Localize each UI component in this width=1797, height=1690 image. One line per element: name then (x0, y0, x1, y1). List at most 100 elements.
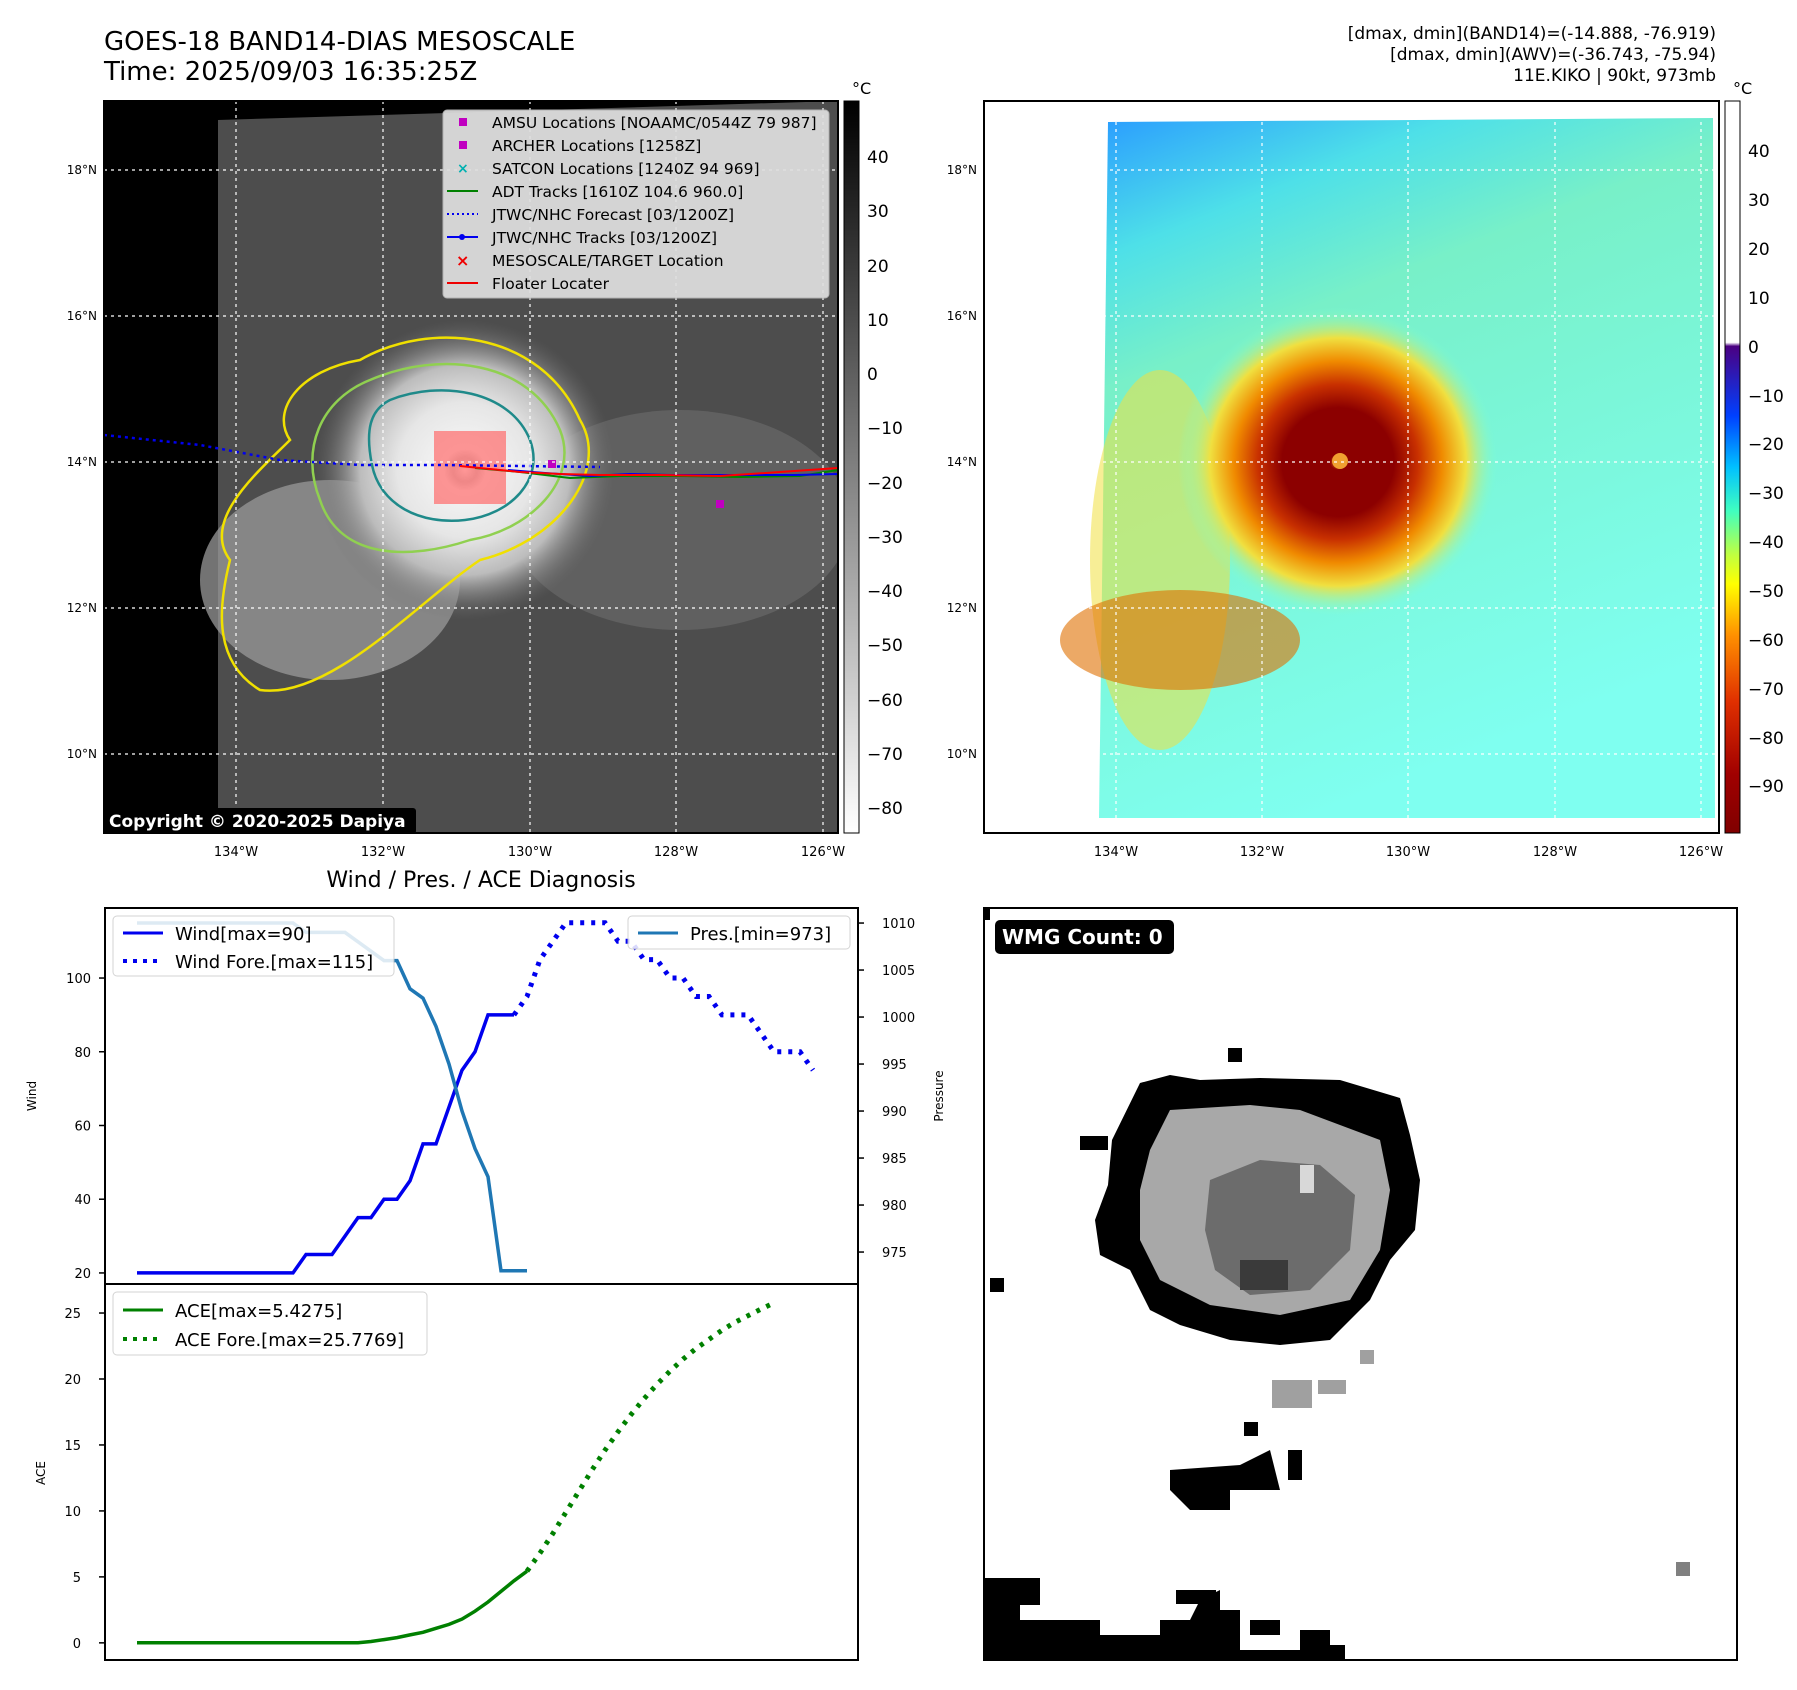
wind-tick-label: 80 (74, 1046, 91, 1061)
wv-eye (1332, 453, 1348, 469)
cbar2-tick: −60 (1748, 631, 1784, 651)
wmg-pixel (1228, 1048, 1242, 1062)
legend-forecast: JTWC/NHC Forecast [03/1200Z] (491, 206, 734, 224)
ace-tick-label: 20 (64, 1373, 81, 1388)
cbar2-tick: 40 (1748, 142, 1770, 162)
cbar1-tick: −70 (867, 745, 903, 765)
lat-label: 12°N (67, 601, 97, 615)
legend-adt: ADT Tracks [1610Z 104.6 960.0] (492, 183, 743, 201)
cbar1-tick: −20 (867, 474, 903, 494)
colorbar-wv-unit: °C (1733, 79, 1752, 98)
ace-series-line-0 (137, 1569, 529, 1645)
ace-legend-label: ACE[max=5.4275] (175, 1301, 342, 1322)
cbar1-tick: 0 (867, 365, 878, 385)
ir-map-panel: Copyright © 2020-2025 Dapiya AMSU Locati… (67, 100, 845, 860)
wmg-pixel (1318, 1380, 1346, 1394)
archer-marker (548, 460, 556, 468)
pressure-legend-label: Pres.[min=973] (690, 924, 831, 945)
pressure-tick-label: 990 (882, 1105, 907, 1120)
wind-legend: Wind[max=90] Wind Fore.[max=115] (112, 915, 395, 977)
cbar1-tick: −30 (867, 528, 903, 548)
wv-map-gridlines (984, 101, 1719, 833)
cbar2-tick: −90 (1748, 777, 1784, 797)
lon-label: 130°W (1386, 845, 1430, 860)
legend-tracks-dot (459, 234, 465, 240)
wmg-count-label: WMG Count: 0 (1002, 925, 1163, 949)
lat-label: 16°N (67, 309, 97, 323)
ir-contour-inner (367, 389, 535, 522)
wmg-pixel (1080, 1136, 1108, 1150)
ace-y-ticks: 0 5 10 15 20 25 (64, 1307, 105, 1652)
wmg-pixel (1300, 1165, 1314, 1193)
ace-tick-label: 25 (64, 1307, 81, 1322)
diagnosis-title: Wind / Pres. / ACE Diagnosis (326, 868, 635, 893)
wv-outflow-sw (1060, 590, 1300, 690)
pressure-tick-label: 1010 (882, 917, 915, 932)
cbar2-tick: −20 (1748, 435, 1784, 455)
ace-fore-legend-label: ACE Fore.[max=25.7769] (175, 1330, 404, 1351)
wind-tick-label: 100 (66, 972, 91, 987)
pressure-tick-label: 995 (882, 1058, 907, 1073)
wmg-pixel (1360, 1350, 1374, 1364)
lat-label: 14°N (947, 455, 977, 469)
ace-legend-box (112, 1291, 428, 1356)
pressure-tick-label: 985 (882, 1152, 907, 1167)
ir-contour-mid (311, 362, 566, 554)
wv-map-lat-labels: 18°N 16°N 14°N 12°N 10°N (947, 163, 977, 761)
wind-tick-label: 60 (74, 1119, 91, 1134)
cbar1-tick: 10 (867, 311, 889, 331)
cbar2-tick: −50 (1748, 582, 1784, 602)
wmg-pixel (1244, 1422, 1258, 1436)
series-line-0 (137, 1013, 514, 1275)
pressure-tick-label: 1000 (882, 1011, 915, 1026)
ir-map-frame (103, 100, 839, 834)
ace-legend: ACE[max=5.4275] ACE Fore.[max=25.7769] (112, 1291, 428, 1356)
cbar2-tick: 20 (1748, 240, 1770, 260)
legend-archer: ARCHER Locations [1258Z] (492, 137, 701, 155)
pressure-legend: Pres.[min=973] (627, 915, 851, 950)
figure-title-line1: GOES-18 BAND14-DIAS MESOSCALE (104, 27, 575, 57)
copyright-text: Copyright © 2020-2025 Dapiya (109, 812, 406, 832)
legend-satcon: SATCON Locations [1240Z 94 969] (492, 160, 760, 178)
cbar1-tick: −60 (867, 691, 903, 711)
wind-y-ticks: 20 40 60 80 100 (66, 972, 105, 1282)
lon-label: 134°W (1094, 845, 1138, 860)
ir-map-lon-labels: 134°W 132°W 130°W 128°W 126°W (214, 845, 845, 860)
cbar2-tick: −10 (1748, 387, 1784, 407)
legend-amsu: AMSU Locations [NOAAMC/0544Z 79 987] (492, 114, 817, 132)
info-line1: [dmax, dmin](BAND14)=(-14.888, -76.919) (1348, 24, 1716, 44)
lon-label: 126°W (801, 845, 845, 860)
cbar1-tick: −40 (867, 582, 903, 602)
colorbar-ir-gradient (843, 100, 860, 834)
lon-label: 130°W (508, 845, 552, 860)
wind-legend-box (112, 915, 395, 977)
lon-label: 134°W (214, 845, 258, 860)
cbar1-tick: 20 (867, 257, 889, 277)
cbar2-tick: 30 (1748, 191, 1770, 211)
cbar1-tick: 30 (867, 202, 889, 222)
wind-tick-label: 40 (74, 1193, 91, 1208)
pressure-y-ticks: 975 980 985 990 995 1000 1005 1010 (858, 917, 915, 1261)
ace-tick-label: 15 (64, 1439, 81, 1454)
lat-label: 18°N (947, 163, 977, 177)
cbar2-tick: 10 (1748, 289, 1770, 309)
colorbar-ir: °C 40 30 20 10 0 −10 −20 −30 −40 −50 −60… (843, 79, 903, 834)
pressure-tick-label: 1005 (882, 964, 915, 979)
colorbar-ir-unit: °C (852, 79, 871, 98)
lat-label: 16°N (947, 309, 977, 323)
ace-axis-label: ACE (34, 1461, 48, 1485)
wind-axis-label: Wind (25, 1081, 39, 1111)
legend-satcon-marker: × (457, 161, 469, 177)
wind-fore-legend-label: Wind Fore.[max=115] (175, 952, 373, 973)
copyright-box (104, 808, 416, 834)
wmg-count-box (995, 920, 1174, 954)
cbar2-tick: −80 (1748, 729, 1784, 749)
pressure-axis-label: Pressure (932, 1070, 946, 1121)
lon-label: 126°W (1679, 845, 1723, 860)
legend-target: MESOSCALE/TARGET Location (492, 252, 724, 270)
ir-contour-outer (220, 336, 591, 692)
pressure-tick-label: 975 (882, 1246, 907, 1261)
wmg-pixel (1288, 1450, 1302, 1480)
wmg-pixel (1676, 1562, 1690, 1576)
